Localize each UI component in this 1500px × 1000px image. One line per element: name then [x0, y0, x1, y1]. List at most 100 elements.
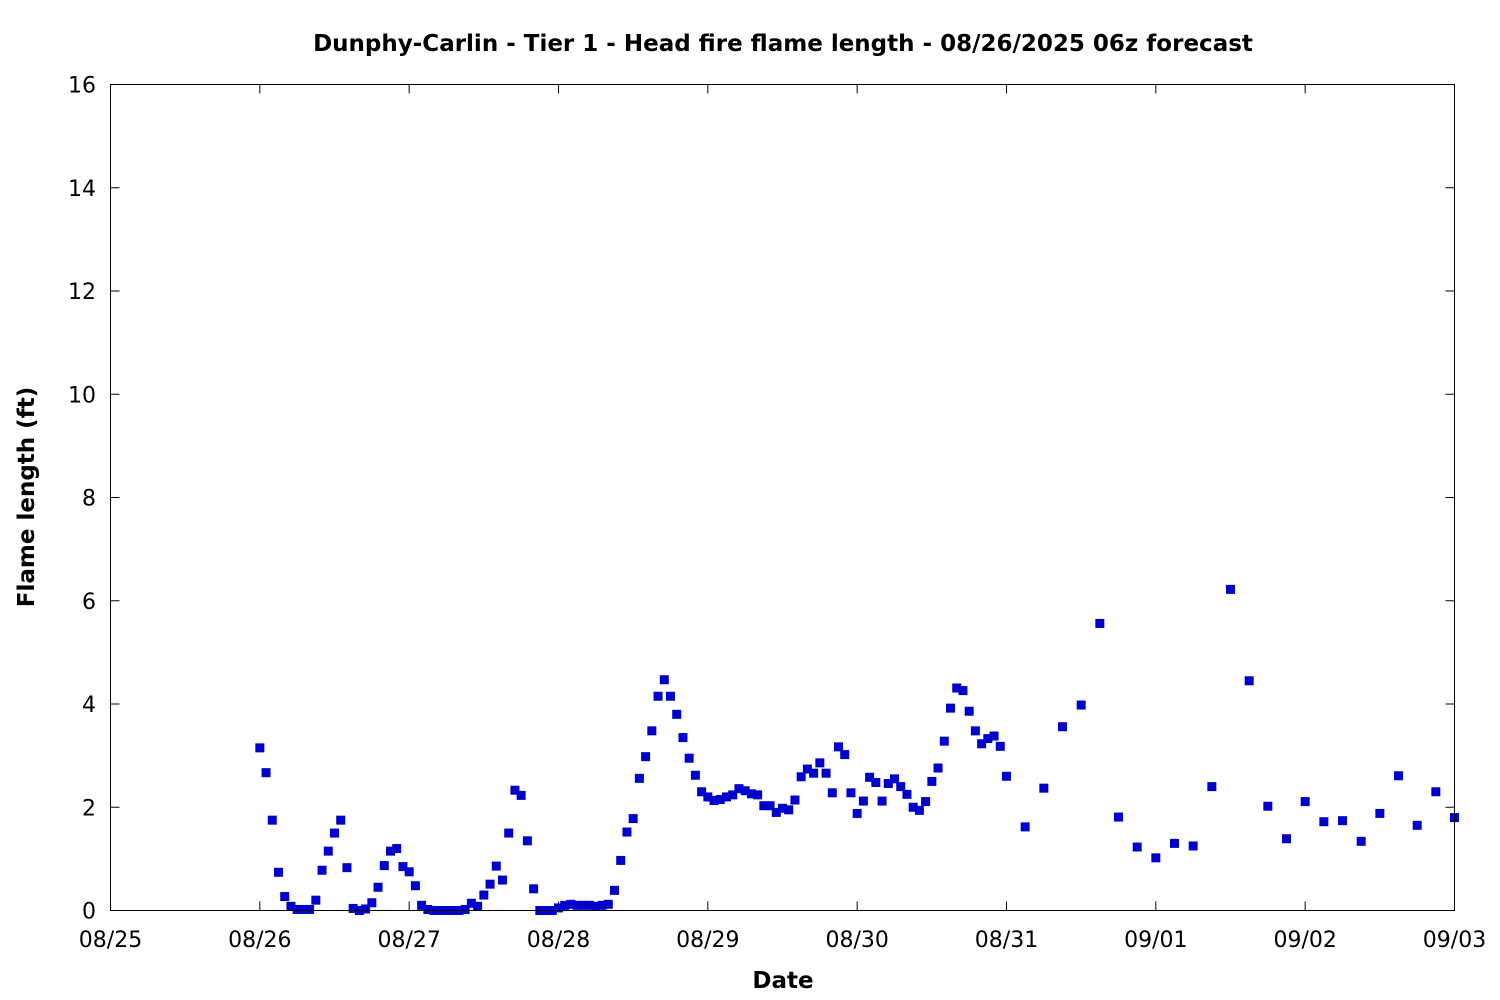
data-point — [1114, 812, 1123, 822]
data-point — [821, 768, 831, 778]
data-point — [840, 750, 850, 760]
data-point — [1151, 853, 1161, 863]
y-tick-label: 2 — [82, 796, 96, 821]
data-point — [585, 900, 595, 910]
axis-ticks — [110, 84, 1455, 911]
data-point — [995, 741, 1005, 751]
data-point — [796, 772, 806, 782]
data-point — [311, 895, 321, 905]
chart-title: Dunphy-Carlin - Tier 1 - Head fire flame… — [313, 31, 1253, 57]
data-point — [703, 792, 713, 802]
data-point — [883, 779, 893, 789]
data-point — [298, 904, 308, 914]
data-point — [572, 900, 582, 910]
data-point — [280, 892, 290, 902]
data-point — [1338, 816, 1347, 826]
data-point — [715, 795, 725, 805]
data-point — [404, 867, 414, 877]
data-point — [927, 776, 937, 786]
data-point — [815, 758, 825, 768]
data-point — [647, 726, 657, 736]
y-tick-label: 14 — [68, 177, 96, 202]
data-point — [952, 683, 962, 693]
data-point — [877, 796, 887, 806]
data-point — [964, 706, 974, 716]
data-point — [1412, 820, 1422, 830]
data-point — [267, 815, 277, 825]
data-point — [746, 789, 756, 799]
x-axis-label: Date — [752, 968, 813, 994]
data-point — [379, 861, 389, 871]
data-point — [479, 890, 489, 900]
data-point — [1356, 836, 1366, 846]
data-point — [305, 904, 315, 914]
data-point — [1319, 817, 1329, 827]
data-point — [858, 796, 868, 806]
data-point — [641, 752, 651, 762]
data-point — [261, 768, 271, 778]
data-point — [410, 881, 420, 891]
data-point — [933, 763, 943, 773]
data-point — [323, 846, 333, 856]
data-point — [348, 903, 358, 913]
x-tick-label: 08/30 — [825, 928, 888, 953]
data-point — [989, 731, 999, 741]
y-axis-label: Flame length (ft) — [14, 387, 40, 607]
data-point — [678, 733, 688, 743]
y-tick-label: 6 — [82, 590, 96, 615]
data-point — [510, 785, 520, 795]
data-point — [1207, 782, 1217, 792]
data-point — [771, 807, 781, 817]
data-point — [778, 803, 787, 813]
data-point — [734, 784, 744, 794]
data-point — [367, 898, 377, 908]
data-point — [784, 805, 794, 815]
x-tick-label: 09/03 — [1423, 928, 1486, 953]
data-point — [939, 736, 949, 746]
data-point — [765, 801, 775, 811]
data-point — [610, 885, 619, 895]
data-point — [578, 900, 588, 910]
y-tick-label: 12 — [68, 280, 96, 305]
data-point — [1375, 808, 1385, 818]
data-point — [330, 828, 339, 838]
data-point — [1263, 801, 1273, 811]
x-tick-label: 08/28 — [527, 928, 590, 953]
x-tick-label: 08/29 — [676, 928, 739, 953]
data-point — [908, 802, 918, 812]
data-point — [373, 882, 383, 892]
data-point — [921, 797, 931, 807]
data-point — [653, 691, 663, 701]
data-point — [504, 828, 514, 838]
data-point — [628, 814, 638, 824]
y-tick-label: 0 — [82, 900, 96, 925]
data-point — [554, 903, 563, 913]
data-point — [603, 899, 613, 909]
data-point — [1020, 822, 1030, 832]
data-point — [466, 898, 476, 908]
data-point — [342, 863, 352, 873]
data-point — [977, 739, 987, 749]
data-points — [255, 584, 1459, 915]
data-point — [672, 709, 682, 719]
data-point — [722, 792, 731, 802]
data-point — [753, 790, 763, 800]
data-point — [827, 788, 837, 798]
data-point — [491, 861, 501, 871]
data-point — [846, 788, 856, 798]
x-tick-label: 08/25 — [79, 928, 142, 953]
data-point — [759, 801, 769, 811]
data-point — [1132, 842, 1142, 852]
data-point — [529, 884, 539, 894]
data-point — [809, 768, 819, 778]
data-point — [1170, 838, 1179, 848]
x-tick-label: 08/26 — [228, 928, 291, 953]
data-point — [790, 795, 800, 805]
data-point — [1039, 783, 1049, 793]
data-point — [473, 901, 483, 911]
data-point — [622, 827, 632, 837]
data-point — [516, 790, 526, 800]
data-point — [255, 743, 265, 753]
data-point — [485, 879, 495, 889]
y-tick-labels: 0 2 4 6 8 10 12 14 16 — [68, 74, 96, 925]
